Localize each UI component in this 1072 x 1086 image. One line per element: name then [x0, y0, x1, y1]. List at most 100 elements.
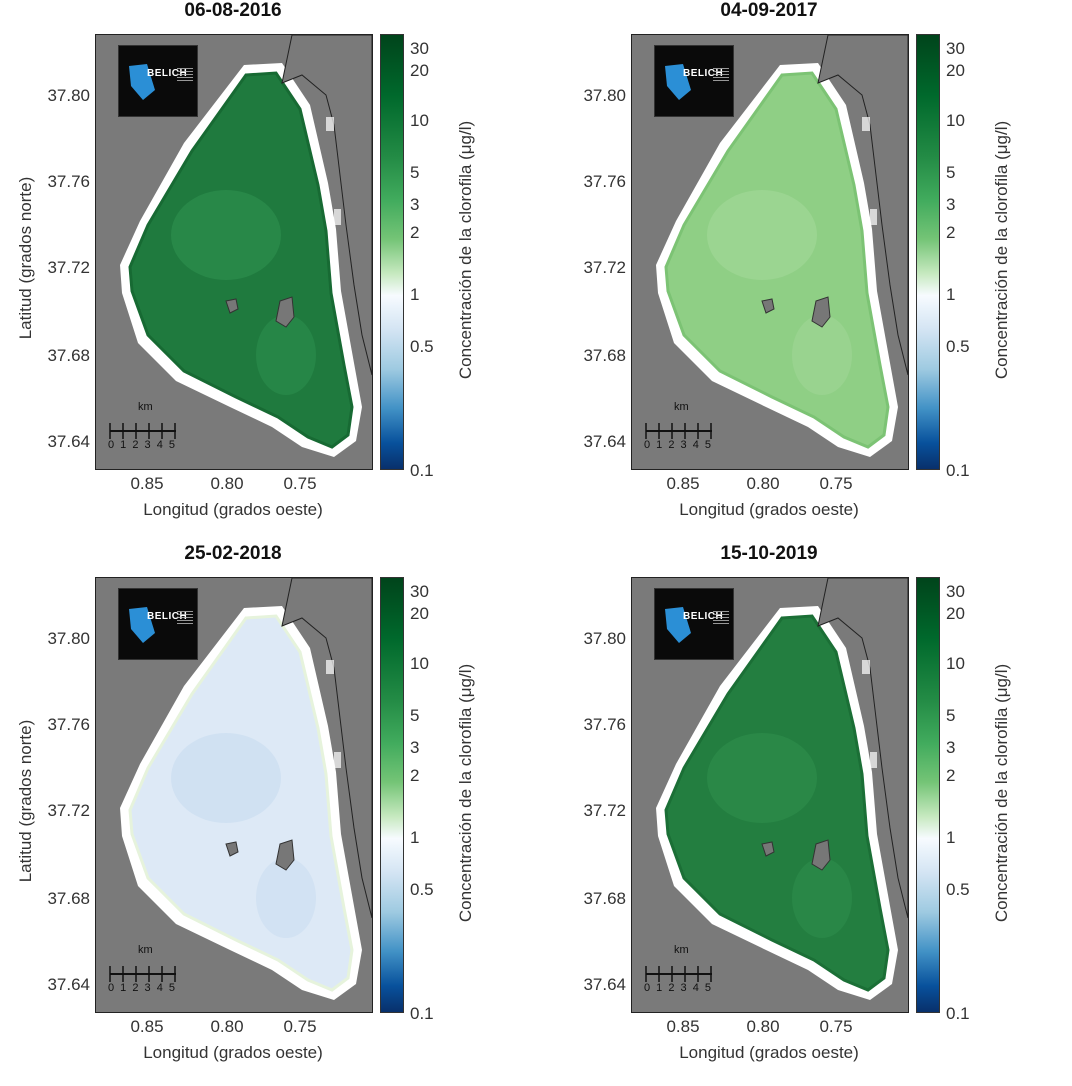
y-tick-label: 37.76	[583, 172, 626, 191]
urban-block	[862, 117, 870, 131]
panel-title: 04-09-2017	[720, 0, 818, 21]
panel-title: 25-02-2018	[184, 543, 282, 564]
scale-bar: km 0 1 2 3 4 5	[108, 401, 178, 461]
la-manga-strip	[817, 578, 908, 919]
chlorophyll-patch	[707, 733, 817, 823]
colorbar-tick: 20	[946, 604, 965, 623]
colorbar-tick: 10	[410, 654, 429, 673]
scale-ruler-icon	[645, 966, 712, 982]
la-manga-strip	[281, 578, 372, 919]
x-tick-label: 0.80	[210, 474, 244, 493]
colorbar	[916, 34, 940, 470]
colorbar-tick: 5	[946, 706, 956, 725]
y-tick-label: 37.64	[583, 432, 626, 451]
x-axis-title: Longitud (grados oeste)	[143, 1043, 323, 1062]
colorbar-tick: 30	[410, 582, 429, 601]
colorbar-title: Concentración de la clorofila (μg/l)	[992, 663, 1011, 923]
chlorophyll-patch	[256, 315, 316, 395]
x-tick-label: 0.80	[746, 1017, 780, 1036]
colorbar-tick: 3	[946, 195, 956, 214]
colorbar-tick: 20	[410, 61, 429, 80]
colorbar-tick: 2	[410, 223, 420, 242]
y-tick-label: 37.76	[47, 715, 90, 734]
colorbar-tick: 0.5	[946, 337, 970, 356]
urban-block	[870, 752, 877, 768]
logo-shape-icon	[129, 607, 155, 643]
map-panel-2: 04-09-2017 BELICH	[536, 0, 1072, 543]
colorbar-title: Concentración de la clorofila (μg/l)	[456, 120, 475, 380]
y-tick-label: 37.72	[47, 258, 90, 277]
x-axis-title: Longitud (grados oeste)	[143, 500, 323, 519]
map-svg	[96, 578, 372, 1012]
map-panel-3: 25-02-2018 BELICH	[0, 543, 536, 1086]
panel-title: 06-08-2016	[184, 0, 282, 21]
y-tick-label: 37.68	[47, 346, 90, 365]
logo-shape-icon	[665, 64, 691, 100]
scale-ruler-icon	[109, 423, 176, 439]
island-perdiguera	[225, 841, 239, 857]
colorbar-tick: 0.5	[410, 880, 434, 899]
x-tick-label: 0.85	[666, 474, 700, 493]
colorbar-tick: 5	[946, 163, 956, 182]
y-tick-label: 37.68	[583, 346, 626, 365]
belich-logo: BELICH	[654, 45, 734, 117]
x-axis-title: Longitud (grados oeste)	[679, 1043, 859, 1062]
la-manga-strip	[817, 35, 908, 376]
y-axis-title: Latitud (grados norte)	[16, 176, 35, 340]
island-barón	[811, 296, 831, 328]
colorbar-tick: 10	[410, 111, 429, 130]
urban-block	[326, 660, 334, 674]
colorbar-tick: 0.1	[946, 461, 970, 480]
colorbar	[916, 577, 940, 1013]
island-perdiguera	[761, 841, 775, 857]
colorbar-title: Concentración de la clorofila (μg/l)	[456, 663, 475, 923]
logo-subtext-lines	[177, 68, 193, 82]
map-panel-1: 06-08-2016 BELICH	[0, 0, 536, 543]
colorbar-tick: 20	[946, 61, 965, 80]
y-tick-label: 37.68	[583, 889, 626, 908]
chlorophyll-map: BELICH km	[95, 34, 373, 470]
colorbar-tick: 30	[410, 39, 429, 58]
scale-unit: km	[674, 401, 689, 413]
logo-text: BELICH	[147, 68, 188, 79]
logo-text: BELICH	[683, 611, 724, 622]
scale-bar: km 0 1 2 3 4 5	[108, 944, 178, 1004]
colorbar-tick: 1	[946, 828, 956, 847]
x-tick-label: 0.85	[130, 1017, 164, 1036]
belich-logo: BELICH	[118, 588, 198, 660]
scale-bar: km 0 1 2 3 4 5	[644, 944, 714, 1004]
colorbar	[380, 577, 404, 1013]
x-tick-label: 0.75	[819, 1017, 853, 1036]
island-barón	[811, 839, 831, 871]
chlorophyll-map: BELICH km	[631, 34, 909, 470]
y-tick-label: 37.72	[583, 258, 626, 277]
y-tick-label: 37.80	[583, 86, 626, 105]
island-perdiguera	[761, 298, 775, 314]
colorbar-tick: 0.1	[410, 1004, 434, 1023]
y-tick-label: 37.64	[583, 975, 626, 994]
y-tick-label: 37.72	[583, 801, 626, 820]
x-axis-title: Longitud (grados oeste)	[679, 500, 859, 519]
colorbar	[380, 34, 404, 470]
colorbar-tick: 0.5	[946, 880, 970, 899]
colorbar-tick: 2	[410, 766, 420, 785]
colorbar-tick: 5	[410, 163, 420, 182]
colorbar-tick: 10	[946, 111, 965, 130]
y-tick-label: 37.64	[47, 432, 90, 451]
colorbar-tick: 30	[946, 39, 965, 58]
scale-unit: km	[138, 401, 153, 413]
colorbar-tick: 30	[946, 582, 965, 601]
scale-bar: km 0 1 2 3 4 5	[644, 401, 714, 461]
chlorophyll-patch	[792, 315, 852, 395]
map-panel-4: 15-10-2019 BELICH	[536, 543, 1072, 1086]
scale-labels: 0 1 2 3 4 5	[644, 439, 713, 451]
colorbar-title: Concentración de la clorofila (μg/l)	[992, 120, 1011, 380]
colorbar-tick: 2	[946, 766, 956, 785]
urban-block	[334, 209, 341, 225]
colorbar-tick: 1	[410, 828, 420, 847]
urban-block	[870, 209, 877, 225]
scale-labels: 0 1 2 3 4 5	[108, 982, 177, 994]
colorbar-tick: 1	[946, 285, 956, 304]
logo-subtext-lines	[713, 68, 729, 82]
scale-ruler-icon	[645, 423, 712, 439]
